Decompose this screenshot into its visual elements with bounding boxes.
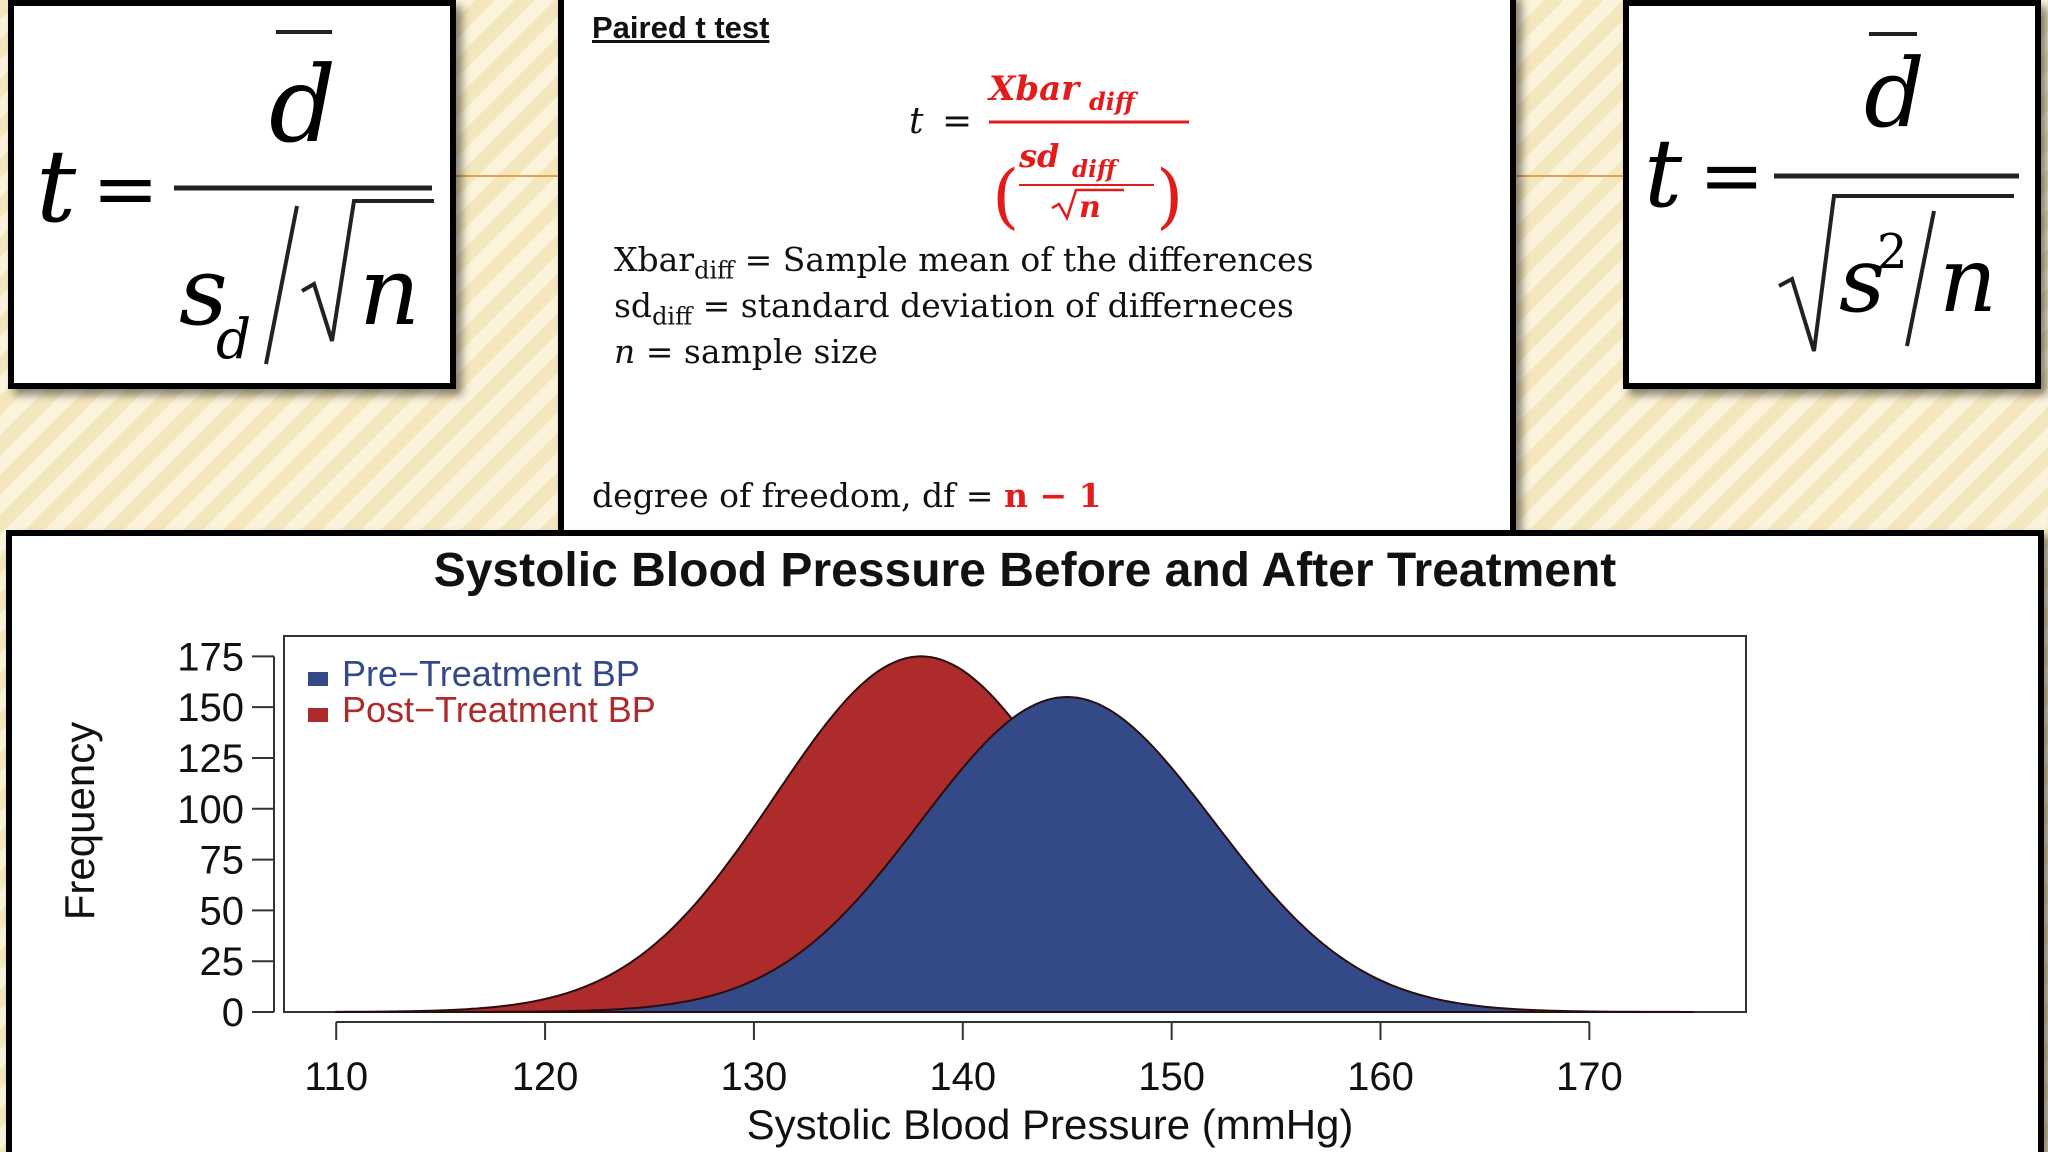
paired-test-box: Paired t test t = Xbar diff ( sd diff n … [558,0,1516,536]
definition-xbar-text: = Sample mean of the differences [744,240,1314,279]
formula-right: t = d s 2 n [1644,32,2019,352]
y-tick-label-0: 0 [222,991,244,1035]
x-tick-label-170: 170 [1556,1055,1623,1099]
paired-formula-eq: = [942,101,972,142]
legend-swatch-pre-treatment-bp [308,672,328,686]
definition-sd-text: = standard deviation of differneces [702,286,1294,325]
formula-left-n: n [359,237,420,347]
paired-formula-t: t [909,101,924,142]
paired-test-title: Paired t test [592,10,770,45]
formula-right-s: s [1839,228,1885,333]
decorative-line-right [1516,175,1626,177]
paired-formula: t = Xbar diff ( sd diff n ) [909,69,1189,237]
formula-box-right: t = d s 2 n [1623,0,2041,389]
formula-left-sqrt [300,199,434,342]
definition-n: n = sample size [614,332,878,371]
legend-label-post-treatment-bp: Post−Treatment BP [342,689,656,730]
paired-formula-paren-open: ( [992,155,1019,237]
paired-formula-paren-close: ) [1156,155,1183,237]
definition-xbar: Xbardiff = Sample mean of the difference… [614,240,1314,285]
paired-formula-n: n [1079,190,1101,225]
decorative-line-left [456,175,566,177]
series-area-pre-treatment-bp [336,695,1694,1013]
formula-box-left: t = d s d n [8,0,456,389]
paired-formula-numerator-sub: diff [1089,87,1139,116]
definition-n-symbol: n [614,332,636,371]
y-tick-label-75: 75 [200,839,245,883]
y-tick-label-125: 125 [177,737,244,781]
definition-sd: sddiff = standard deviation of differnec… [614,286,1294,331]
formula-left-numerator: d [269,44,336,166]
formula-left: t = d s d n [36,30,434,371]
formula-right-n: n [1939,228,1997,333]
definition-sd-symbol: sd [614,286,653,325]
x-tick-label-130: 130 [721,1055,788,1099]
legend-label-pre-treatment-bp: Pre−Treatment BP [342,653,640,694]
formula-left-slash [264,205,299,365]
df-value: n − 1 [1003,476,1102,515]
legend-swatch-post-treatment-bp [308,708,328,722]
formula-left-sub-d: d [216,307,251,371]
paired-formula-sqrt [1051,188,1124,222]
y-axis-label: Frequency [56,722,103,920]
x-tick-label-110: 110 [304,1055,368,1099]
formula-right-eq: = [1699,131,1764,221]
formula-right-numerator: d [1864,39,1925,149]
y-axis: 0 25 50 75 100 125 150 175 [177,635,275,1035]
formula-right-sqrt [1778,194,2014,352]
definition-xbar-symbol: Xbar [614,240,695,279]
y-tick-label-175: 175 [177,635,244,679]
x-tick-label-120: 120 [512,1055,579,1099]
formula-right-exp: 2 [1877,224,1908,280]
x-tick-label-160: 160 [1347,1055,1414,1099]
chart-title: Systolic Blood Pressure Before and After… [434,544,1617,597]
paired-formula-numerator: Xbar [987,69,1081,109]
definition-sd-sub: diff [652,302,693,331]
paired-formula-sd-sub: diff [1072,156,1120,183]
x-axis: 110 120 130 140 150 160 170 [304,1021,1623,1099]
formula-right-lhs: t [1644,119,1683,229]
y-tick-label-25: 25 [200,940,245,984]
chart-box: Systolic Blood Pressure Before and After… [6,530,2044,1152]
y-tick-label-50: 50 [200,889,245,933]
paired-formula-sd: sd [1018,137,1059,175]
series-layer [335,655,1694,1013]
y-tick-label-100: 100 [177,788,244,832]
x-axis-label: Systolic Blood Pressure (mmHg) [747,1101,1354,1148]
df-label: degree of freedom, df = [592,476,994,515]
degree-of-freedom: degree of freedom, df = n − 1 [592,476,1102,515]
definition-xbar-sub: diff [694,256,735,285]
x-tick-label-150: 150 [1138,1055,1205,1099]
formula-left-lhs: t [36,128,77,245]
definition-n-text: = sample size [645,332,878,371]
bp-chart: Systolic Blood Pressure Before and After… [56,544,1747,1148]
y-tick-label-150: 150 [177,686,244,730]
x-tick-label-140: 140 [929,1055,996,1099]
formula-left-s: s [179,237,228,347]
formula-right-slash [1905,210,1936,347]
formula-left-eq: = [92,142,159,235]
